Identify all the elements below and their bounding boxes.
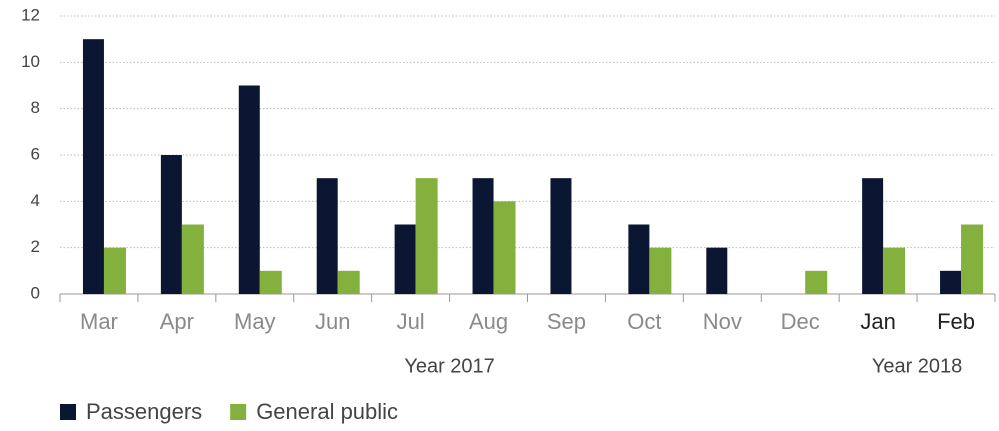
bar xyxy=(160,155,182,294)
legend-label: General public xyxy=(256,399,398,424)
bar xyxy=(805,270,828,294)
group-label: Year 2018 xyxy=(872,355,962,377)
bar xyxy=(259,270,282,294)
bar xyxy=(862,178,884,294)
bar xyxy=(961,224,984,294)
legend-swatch xyxy=(230,404,247,420)
bar xyxy=(337,270,360,294)
bar xyxy=(394,224,416,294)
bar xyxy=(472,178,494,294)
x-tick-label: Sep xyxy=(547,309,586,334)
x-tick-label: Aug xyxy=(469,309,508,334)
legend-swatch xyxy=(60,404,76,420)
y-tick-label: 10 xyxy=(21,52,40,71)
bar xyxy=(238,85,260,294)
bar xyxy=(940,270,962,294)
x-tick-label: Jun xyxy=(315,309,350,334)
legend-label: Passengers xyxy=(86,399,202,424)
bar xyxy=(550,178,572,294)
y-tick-label: 2 xyxy=(31,237,40,256)
x-tick-label: Mar xyxy=(80,309,118,334)
x-tick-label: Feb xyxy=(937,309,975,334)
bar xyxy=(883,247,906,294)
bar xyxy=(181,224,204,294)
x-tick-label: Oct xyxy=(627,309,661,334)
y-tick-label: 0 xyxy=(31,283,40,302)
x-tick-label: Apr xyxy=(160,309,194,334)
bar xyxy=(415,178,438,294)
group-label: Year 2017 xyxy=(404,355,494,377)
bar xyxy=(316,178,338,294)
x-tick-label: May xyxy=(234,309,276,334)
bar xyxy=(82,39,104,294)
bar xyxy=(103,247,126,294)
y-tick-label: 8 xyxy=(31,98,40,117)
bar xyxy=(706,247,728,294)
x-tick-label: Dec xyxy=(781,309,820,334)
x-tick-label: Jul xyxy=(397,309,425,334)
y-tick-label: 6 xyxy=(31,144,40,163)
bar xyxy=(649,247,672,294)
x-tick-label: Jan xyxy=(860,309,895,334)
y-tick-label: 12 xyxy=(21,5,40,24)
bar xyxy=(628,224,650,294)
x-tick-label: Nov xyxy=(703,309,742,334)
y-tick-label: 4 xyxy=(31,191,40,210)
bar xyxy=(493,201,516,294)
